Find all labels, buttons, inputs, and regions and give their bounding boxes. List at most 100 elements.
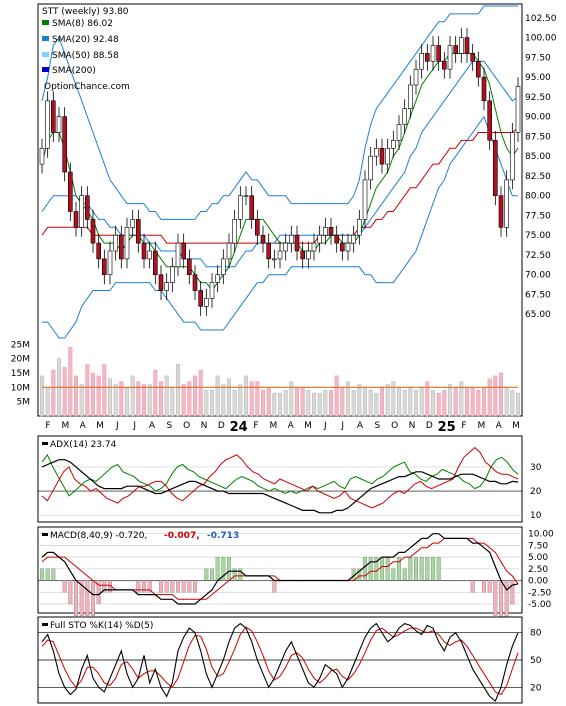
- macd-histogram-bar: [419, 556, 424, 581]
- candle-body: [181, 242, 186, 260]
- month-axis-labels: F M A M J J A S O N D 24 F M A M J J A S O N D 25 F M A M: [45, 420, 519, 435]
- volume-bar: [232, 390, 237, 417]
- month-tick-label: J: [132, 421, 136, 431]
- candle-body: [424, 53, 430, 62]
- volume-bar: [124, 387, 129, 417]
- month-tick-label: 24: [230, 420, 248, 435]
- candle-body: [345, 242, 351, 252]
- candle-body: [368, 155, 374, 181]
- price-tick-label: 92.50: [525, 93, 551, 103]
- volume-bar: [175, 364, 180, 417]
- volume-bar: [385, 384, 390, 417]
- candle-body: [453, 45, 459, 54]
- month-tick-label: M: [61, 421, 69, 431]
- candle-body: [56, 116, 62, 133]
- candle-body: [373, 148, 379, 157]
- volume-bar: [198, 369, 203, 417]
- month-tick-label: S: [374, 421, 380, 431]
- macd-histogram-bar: [57, 580, 61, 582]
- candle-body: [300, 250, 306, 260]
- volume-bar: [278, 392, 283, 417]
- price-tick-label: 85.00: [525, 152, 551, 162]
- volume-bar: [323, 390, 328, 417]
- macd-histogram-bar: [244, 580, 248, 582]
- candle-body: [356, 219, 362, 236]
- candle-body: [470, 53, 476, 62]
- volume-bar: [357, 384, 362, 417]
- adx-label: ADX(14) 23.74: [50, 440, 117, 450]
- candle-body: [187, 258, 192, 275]
- candle-body: [266, 242, 272, 260]
- candle-body: [73, 211, 79, 228]
- macd-histogram-bar: [357, 568, 362, 581]
- candle-body: [362, 179, 368, 220]
- macd-tick-label: 10.00: [528, 530, 554, 540]
- month-tick-label: A: [149, 421, 156, 431]
- macd-histogram-bar: [198, 580, 203, 582]
- macd-histogram-bar: [227, 556, 231, 581]
- candle-body: [441, 60, 447, 70]
- candle-body: [294, 234, 300, 252]
- volume-bar: [272, 392, 277, 417]
- volume-bar: [465, 387, 470, 417]
- adx-line: [41, 459, 519, 514]
- volume-bar: [431, 390, 436, 417]
- volume-bar: [226, 378, 231, 417]
- macd-histogram-bar: [181, 580, 186, 593]
- volume-bar: [419, 387, 424, 417]
- volume-bar: [261, 390, 266, 417]
- volume-bar: [397, 387, 402, 417]
- volume-bar: [45, 387, 50, 417]
- month-tick-label: F: [253, 421, 258, 431]
- volume-bar: [499, 372, 504, 417]
- macd-tick-label: -2.50: [528, 588, 552, 598]
- macd-tick-label: 0.00: [528, 577, 548, 587]
- volume-bar: [283, 390, 288, 417]
- volume-bar: [255, 381, 260, 417]
- month-tick-label: M: [512, 421, 520, 431]
- volume-bar: [510, 390, 515, 417]
- legend-label-sma200: SMA(200): [52, 66, 96, 76]
- candle-body: [39, 148, 45, 165]
- legend: SMA(8) 86.02 SMA(20) 92.48 SMA(50) 88.58…: [42, 19, 130, 92]
- candle-body: [62, 116, 68, 173]
- candle-body: [475, 60, 481, 78]
- macd-histogram-bar: [266, 580, 271, 582]
- macd-histogram-bar: [363, 556, 367, 581]
- candle-body: [419, 53, 425, 70]
- volume-bar: [504, 387, 509, 417]
- macd-panel: 10.007.50 5.00 2.50 0.00-2.50 -5.00 MACD(8,4…: [37, 526, 554, 628]
- volume-tick-label: 15M: [11, 369, 30, 379]
- month-tick-label: J: [323, 421, 327, 431]
- macd-histogram-bar: [102, 580, 107, 593]
- candle-body: [430, 45, 436, 62]
- candle-body: [68, 171, 73, 212]
- macd-histogram-bar: [425, 556, 430, 581]
- candle-body: [283, 242, 289, 252]
- macd-histogram-bar: [91, 580, 95, 616]
- macd-histogram-bar: [368, 556, 373, 581]
- candle-body: [487, 100, 493, 141]
- price-tick-label: 77.50: [525, 211, 551, 221]
- price-tick-label: 82.50: [525, 172, 551, 182]
- month-tick-label: A: [288, 421, 295, 431]
- candle-body: [464, 37, 470, 54]
- month-tick-label: J: [115, 421, 119, 431]
- macd-histogram-bar: [476, 580, 481, 582]
- volume-bar: [215, 375, 220, 417]
- volume-bar: [73, 375, 78, 417]
- volume-tick-label: 5M: [17, 398, 31, 408]
- month-tick-label: F: [461, 421, 466, 431]
- macd-histogram-bar: [170, 580, 175, 593]
- macd-value-1: -0.007,: [164, 531, 200, 541]
- volume-bar: [147, 384, 152, 417]
- macd-histogram-bar: [187, 580, 192, 593]
- macd-histogram-bar: [51, 568, 56, 581]
- price-tick-label: 95.00: [525, 73, 551, 83]
- volume-bar: [329, 390, 334, 417]
- volume-tick-label: 25M: [11, 340, 30, 350]
- volume-bar: [130, 375, 135, 417]
- candle-body: [447, 45, 453, 70]
- candle-body: [515, 86, 521, 133]
- candle-body: [107, 250, 113, 276]
